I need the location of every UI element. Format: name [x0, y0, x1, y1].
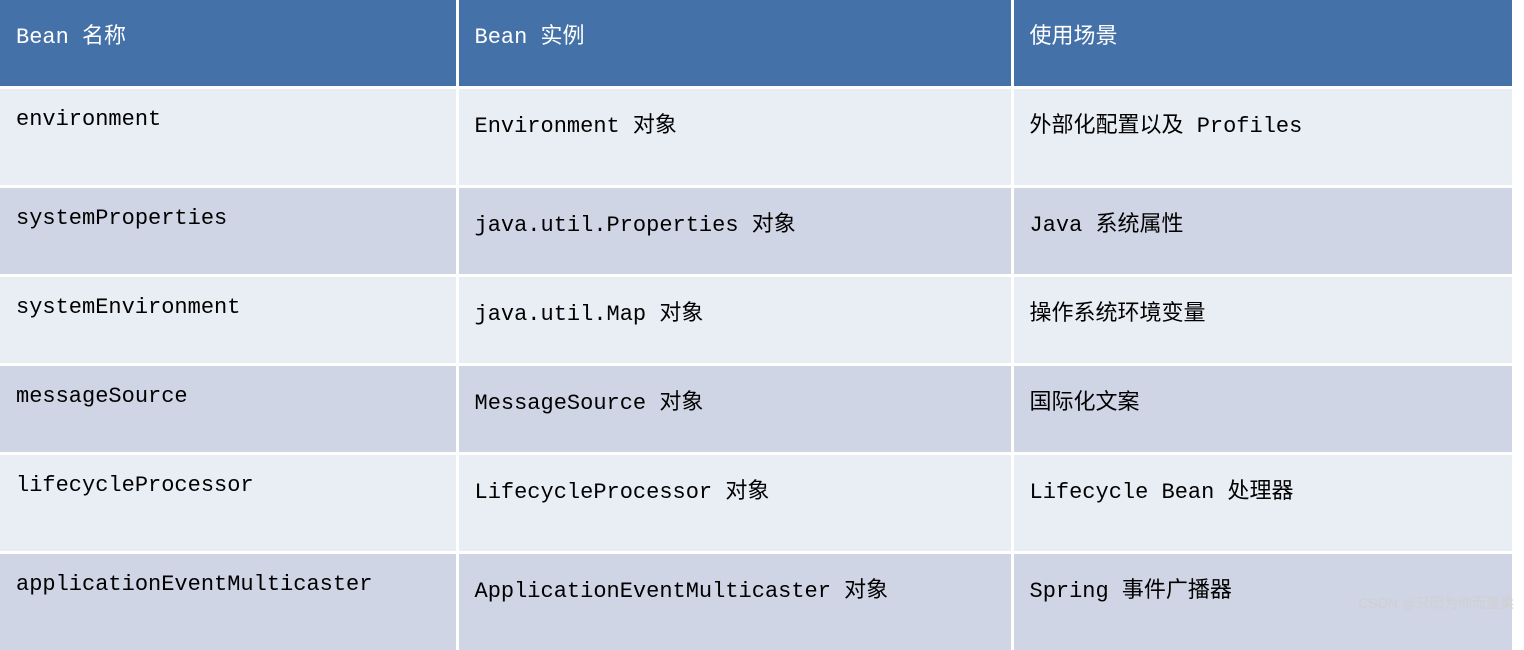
table-body: environment Environment 对象 外部化配置以及 Profi… — [0, 88, 1512, 650]
cell-bean-instance: ApplicationEventMulticaster 对象 — [457, 553, 1012, 650]
cell-bean-instance: java.util.Map 对象 — [457, 276, 1012, 365]
header-use-case: 使用场景 — [1012, 0, 1512, 88]
cell-use-case: Lifecycle Bean 处理器 — [1012, 454, 1512, 553]
cell-use-case: 国际化文案 — [1012, 365, 1512, 454]
header-bean-name: Bean 名称 — [0, 0, 457, 88]
cell-bean-name: messageSource — [0, 365, 457, 454]
cell-use-case: 外部化配置以及 Profiles — [1012, 88, 1512, 187]
table-header-row: Bean 名称 Bean 实例 使用场景 — [0, 0, 1512, 88]
cell-use-case: 操作系统环境变量 — [1012, 276, 1512, 365]
table-row: lifecycleProcessor LifecycleProcessor 对象… — [0, 454, 1512, 553]
cell-bean-instance: Environment 对象 — [457, 88, 1012, 187]
cell-use-case: Java 系统属性 — [1012, 187, 1512, 276]
cell-bean-name: systemEnvironment — [0, 276, 457, 365]
cell-bean-name: environment — [0, 88, 457, 187]
header-bean-instance: Bean 实例 — [457, 0, 1012, 88]
cell-bean-name: lifecycleProcessor — [0, 454, 457, 553]
table-row: systemEnvironment java.util.Map 对象 操作系统环… — [0, 276, 1512, 365]
cell-bean-name: systemProperties — [0, 187, 457, 276]
table-row: messageSource MessageSource 对象 国际化文案 — [0, 365, 1512, 454]
cell-bean-name: applicationEventMulticaster — [0, 553, 457, 650]
table-row: systemProperties java.util.Properties 对象… — [0, 187, 1512, 276]
table-row: applicationEventMulticaster ApplicationE… — [0, 553, 1512, 650]
watermark-text: CSDN @只因为你而温柔 — [1358, 593, 1514, 613]
table-row: environment Environment 对象 外部化配置以及 Profi… — [0, 88, 1512, 187]
cell-bean-instance: java.util.Properties 对象 — [457, 187, 1012, 276]
cell-bean-instance: LifecycleProcessor 对象 — [457, 454, 1012, 553]
bean-table: Bean 名称 Bean 实例 使用场景 environment Environ… — [0, 0, 1512, 650]
cell-bean-instance: MessageSource 对象 — [457, 365, 1012, 454]
